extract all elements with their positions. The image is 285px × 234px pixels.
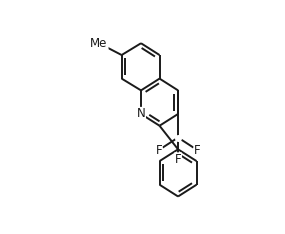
Text: F: F <box>194 144 201 157</box>
Text: Me: Me <box>90 37 108 50</box>
Text: F: F <box>155 144 162 157</box>
Text: N: N <box>137 107 145 121</box>
Text: F: F <box>175 153 181 166</box>
